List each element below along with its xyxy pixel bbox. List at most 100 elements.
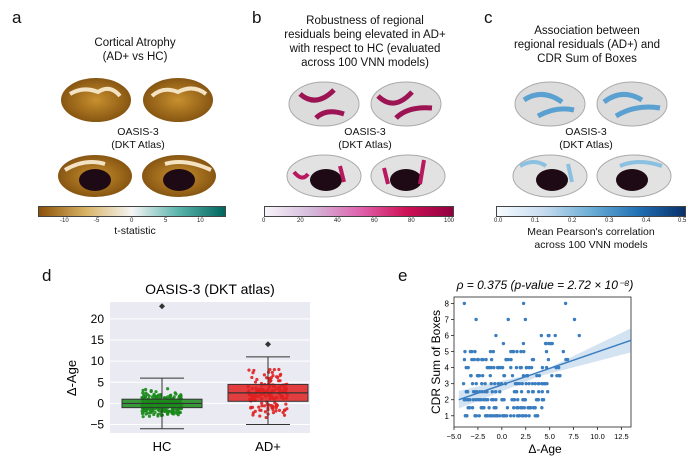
- scatter-ytick: 8: [445, 299, 450, 308]
- scatter-point: [480, 373, 485, 378]
- scatter-point: [470, 349, 474, 354]
- panel-b-title-line4: across 100 VNN models): [301, 57, 429, 69]
- scatter-point: [516, 406, 520, 410]
- scatter-point: [480, 357, 484, 362]
- boxplot-point: [273, 401, 277, 405]
- boxplot-point: [163, 409, 167, 414]
- panel-b-title-line3: with respect to HC (evaluated: [289, 43, 441, 55]
- scatter-xtick: 2.5: [521, 432, 531, 441]
- scatter-ytick: 5: [445, 348, 450, 357]
- scatter-title: ρ = 0.375 (p-value = 2.72 × 10⁻⁸): [456, 278, 634, 292]
- boxplot-point: [141, 415, 145, 419]
- scatter-point: [506, 357, 511, 362]
- scatter-xtick: 12.5: [614, 432, 629, 441]
- scatter-point: [470, 357, 474, 362]
- boxplot-point: [262, 373, 266, 377]
- scatter-point: [493, 381, 497, 386]
- scatter-point: [494, 398, 498, 402]
- scatter-point: [489, 398, 494, 402]
- panel-c-colorbar-label: Mean Pearson's correlation across 100 VN…: [510, 226, 672, 252]
- scatter-point: [540, 406, 544, 410]
- scatter-point: [541, 398, 545, 402]
- scatter-xlabel: Δ-Age: [528, 442, 562, 456]
- boxplot-point: [279, 372, 283, 377]
- boxplot-ytick: −5: [90, 418, 104, 432]
- scatter-point: [540, 389, 544, 394]
- boxplot-point: [156, 414, 160, 418]
- scatter-point: [533, 414, 537, 418]
- boxplot-point: [147, 394, 151, 398]
- scatter-plot-area: [453, 296, 632, 428]
- boxplot-point: [270, 370, 274, 375]
- scatter-point: [539, 333, 544, 338]
- boxplot-point: [255, 377, 259, 382]
- panel-c-tick: 0.5: [678, 218, 687, 224]
- boxplot-point: [276, 375, 280, 380]
- scatter-point: [515, 349, 519, 354]
- scatter-point: [474, 317, 478, 322]
- scatter-point: [563, 301, 568, 306]
- boxplot-point: [265, 376, 269, 380]
- scatter-point: [531, 357, 536, 362]
- scatter-point: [484, 357, 488, 362]
- boxplot-ytick: 5: [97, 375, 104, 389]
- boxplot-ytick: 0: [97, 396, 104, 410]
- scatter-point: [519, 365, 523, 370]
- scatter-point: [510, 373, 515, 378]
- scatter-point: [489, 381, 493, 386]
- panel-b-tick: 40: [334, 218, 341, 224]
- panel-b-lateral-brains: [288, 81, 442, 127]
- scatter-ytick: 6: [445, 332, 450, 341]
- panel-c-label: c: [484, 8, 493, 27]
- panel-b-tick: 60: [371, 218, 378, 224]
- panel-a-colorbar-label: t-statistic: [114, 225, 156, 237]
- boxplot-point: [271, 407, 275, 412]
- scatter-point: [540, 365, 545, 370]
- boxplot-point: [274, 409, 278, 413]
- scatter-xtick: −5.0: [447, 432, 462, 441]
- panel-c-dataset: OASIS-3 (DKT Atlas): [536, 126, 636, 152]
- panel-a-dataset-line2: (DKT Atlas): [111, 139, 165, 151]
- panel-b-title: Robustness of regional residuals being e…: [265, 14, 465, 70]
- scatter-point: [547, 341, 551, 346]
- boxplot-point: [158, 393, 162, 397]
- boxplot-point: [162, 396, 167, 400]
- panel-c-tick: 0.0: [494, 218, 503, 224]
- scatter-confidence-band: [458, 328, 631, 409]
- scatter-point: [524, 365, 529, 370]
- boxplot-point: [152, 412, 156, 417]
- scatter-point: [521, 414, 525, 418]
- scatter-point: [545, 389, 550, 394]
- boxplot-ytick: 10: [91, 354, 105, 368]
- scatter-point: [492, 406, 496, 410]
- panel-c-tick: 0.4: [642, 218, 651, 224]
- scatter-ytick: 3: [445, 380, 450, 389]
- scatter-point: [473, 349, 477, 354]
- scatter-point: [496, 381, 501, 386]
- scatter-point: [462, 301, 467, 306]
- boxplot-point: [282, 408, 287, 412]
- boxplot-point: [260, 401, 264, 405]
- scatter-point: [494, 333, 498, 338]
- boxplot-point: [177, 410, 181, 414]
- boxplot-point: [268, 379, 272, 383]
- scatter-point: [489, 357, 494, 362]
- scatter-point: [534, 398, 539, 402]
- panel-b-tick: 20: [297, 218, 304, 224]
- scatter-point: [470, 381, 475, 386]
- scatter-point: [473, 389, 477, 394]
- scatter-point: [502, 373, 507, 378]
- boxplot-point: [179, 394, 183, 398]
- scatter-point: [553, 333, 557, 338]
- scatter-point: [514, 365, 519, 370]
- scatter-point: [527, 414, 531, 418]
- scatter-point: [521, 301, 526, 306]
- scatter-point: [484, 398, 488, 402]
- panel-a-label: a: [12, 8, 22, 27]
- boxplot-point: [257, 405, 261, 409]
- boxplot-plot-area: [110, 302, 310, 433]
- scatter-point: [533, 381, 537, 386]
- scatter-ylabel: CDR Sum of Boxes: [429, 310, 443, 414]
- panel-a-dataset-line1: OASIS-3: [117, 126, 159, 138]
- scatter-point: [564, 357, 568, 362]
